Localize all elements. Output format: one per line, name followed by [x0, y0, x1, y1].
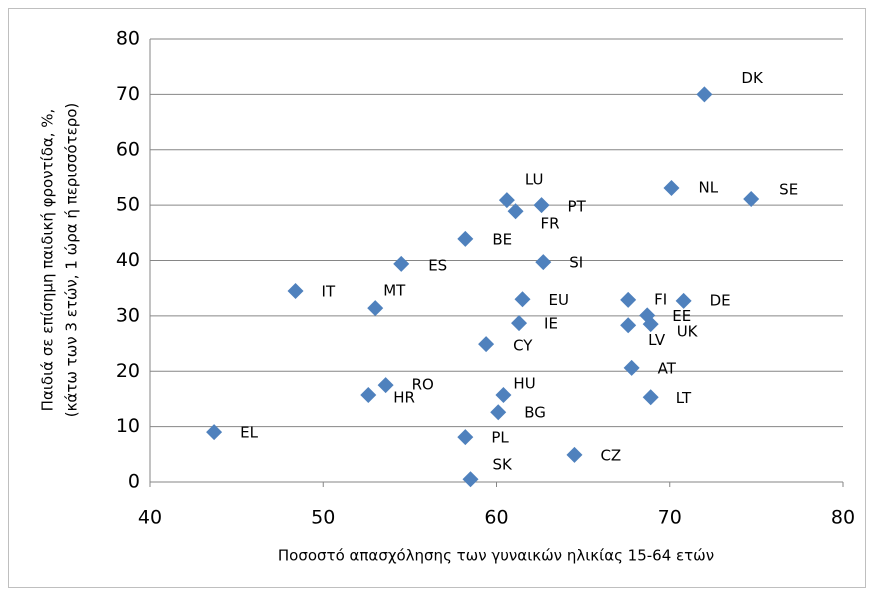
- point-label: PL: [491, 429, 509, 447]
- point: [360, 387, 377, 404]
- point-label: SI: [569, 254, 583, 272]
- point: [533, 197, 550, 214]
- point-label: EU: [548, 291, 568, 309]
- point: [663, 179, 680, 196]
- point-label: MT: [383, 282, 406, 300]
- point-label: SK: [493, 456, 514, 474]
- x-tick-label: 50: [311, 507, 335, 529]
- point-label: HU: [513, 375, 535, 393]
- point-label: LT: [676, 389, 692, 407]
- point: [514, 291, 531, 308]
- point-label: FI: [654, 290, 667, 308]
- point-label: RO: [412, 376, 434, 394]
- point-label: IE: [544, 315, 558, 333]
- point: [642, 316, 659, 333]
- point: [495, 387, 512, 404]
- point: [377, 377, 394, 394]
- point-label: BE: [492, 230, 512, 248]
- point-label: SE: [779, 181, 798, 199]
- point: [511, 315, 528, 332]
- x-tick-label: 60: [484, 507, 508, 529]
- point: [675, 292, 692, 309]
- point: [620, 291, 637, 308]
- point-label: IT: [322, 282, 336, 300]
- point-label: UK: [677, 323, 699, 341]
- point: [287, 282, 304, 299]
- point: [393, 255, 410, 272]
- point: [490, 404, 507, 421]
- point-label: CY: [513, 337, 533, 355]
- y-tick-label: 40: [116, 249, 140, 271]
- y-tick-label: 60: [116, 138, 140, 160]
- x-tick-label: 70: [658, 507, 682, 529]
- y-tick-label: 50: [116, 194, 140, 216]
- point-label: NL: [698, 178, 718, 196]
- y-tick-label: 0: [128, 471, 140, 493]
- point-label: DE: [710, 291, 731, 309]
- point: [623, 359, 640, 376]
- y-tick-label: 30: [116, 304, 140, 326]
- y-tick-label: 20: [116, 360, 140, 382]
- point: [457, 429, 474, 446]
- point-label: BG: [524, 404, 546, 422]
- point: [535, 254, 552, 271]
- point-label: PT: [568, 198, 587, 216]
- x-axis-title: Ποσοστό απασχόλησης των γυναικών ηλικίας…: [278, 547, 714, 565]
- point: [462, 471, 479, 488]
- point-label: DK: [741, 69, 764, 87]
- x-tick-label: 80: [831, 507, 855, 529]
- point-label: ES: [428, 256, 447, 274]
- x-tick-label: 40: [138, 507, 162, 529]
- point-label: AT: [658, 359, 677, 377]
- point-label: CZ: [600, 446, 621, 464]
- point: [457, 230, 474, 247]
- point: [696, 86, 713, 103]
- point: [507, 203, 524, 220]
- point-label: LU: [525, 171, 544, 189]
- y-tick-label: 80: [116, 28, 140, 50]
- point-label: EE: [672, 307, 691, 325]
- point: [642, 389, 659, 406]
- point: [367, 300, 384, 317]
- point: [478, 336, 495, 353]
- point: [566, 446, 583, 463]
- point: [743, 191, 760, 208]
- point-label: LV: [648, 331, 666, 349]
- y-axis-title: Παιδιά σε επίσημη παιδική φροντίδα, %,: [39, 109, 57, 412]
- y-axis-title: (κάτω των 3 ετών, 1 ώρα ή περισσότερο): [63, 103, 81, 418]
- chart-frame: [8, 8, 866, 588]
- point: [206, 424, 223, 441]
- y-tick-label: 70: [116, 83, 140, 105]
- point-label: FR: [541, 215, 560, 233]
- point: [620, 317, 637, 334]
- point: [498, 192, 515, 209]
- point-label: EL: [240, 424, 258, 442]
- point-label: HR: [393, 389, 415, 407]
- y-tick-label: 10: [116, 415, 140, 437]
